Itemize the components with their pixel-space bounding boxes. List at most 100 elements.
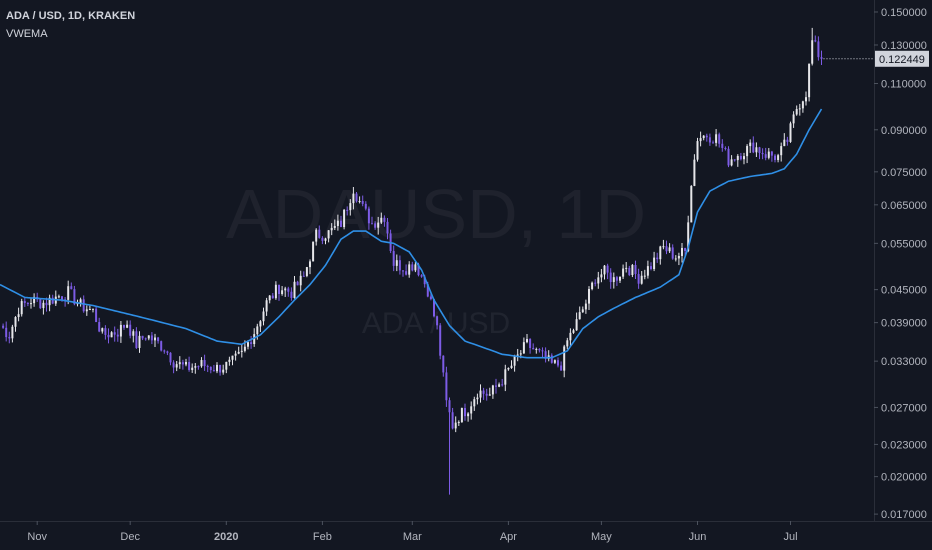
candle-body xyxy=(271,295,274,299)
candle xyxy=(355,192,358,203)
candle xyxy=(544,347,547,363)
candle-body xyxy=(119,324,122,337)
candle xyxy=(491,384,494,399)
candle-body xyxy=(318,229,321,238)
candle xyxy=(234,350,237,361)
candle-body xyxy=(417,264,420,276)
candle-body xyxy=(405,271,408,275)
candle-body xyxy=(281,290,284,295)
candle xyxy=(609,268,612,289)
candle xyxy=(296,280,299,286)
candle xyxy=(92,308,94,313)
candle xyxy=(721,139,724,152)
candle-body xyxy=(668,247,671,252)
candle-body xyxy=(5,327,8,338)
time-tick-label: Feb xyxy=(313,531,332,543)
candle xyxy=(327,230,330,243)
candle xyxy=(591,281,594,291)
candle xyxy=(795,105,798,116)
candle-body xyxy=(172,362,175,368)
candle-body xyxy=(557,360,559,366)
candle xyxy=(250,336,253,349)
candle-body xyxy=(95,308,98,323)
candle-body xyxy=(33,296,36,304)
candle-body xyxy=(67,286,70,300)
candle-body xyxy=(355,193,358,202)
candle xyxy=(222,364,225,375)
candle-body xyxy=(808,63,811,98)
candle-body xyxy=(160,341,163,351)
candle-body xyxy=(560,365,563,371)
candle-body xyxy=(361,201,364,204)
candle-body xyxy=(278,284,280,295)
candle xyxy=(522,337,525,354)
candle xyxy=(240,344,243,358)
candle-body xyxy=(253,334,256,345)
candle xyxy=(67,280,70,305)
candle xyxy=(42,300,45,315)
candle xyxy=(299,270,302,292)
candle-body xyxy=(479,390,482,398)
candle-body xyxy=(147,335,150,339)
candle xyxy=(54,290,57,306)
candle xyxy=(550,353,553,364)
candle xyxy=(622,264,625,280)
candle xyxy=(730,155,733,167)
candle-body xyxy=(358,201,361,203)
candle xyxy=(123,324,125,330)
candle xyxy=(665,240,668,255)
candle-body xyxy=(792,114,795,124)
candle xyxy=(166,350,169,356)
candle xyxy=(786,136,789,146)
candle xyxy=(767,148,770,160)
candle-body xyxy=(42,302,45,309)
candle-body xyxy=(126,324,129,328)
candle xyxy=(268,294,271,304)
time-axis[interactable]: Nov Dec 2020 Feb Mar Apr May Jun Jul xyxy=(27,521,798,543)
price-tick-label: 0.075000 xyxy=(881,167,927,179)
candle xyxy=(526,334,528,344)
candle xyxy=(488,387,491,396)
candle-body xyxy=(45,302,48,306)
candle-body xyxy=(436,316,439,326)
candle-body xyxy=(566,340,569,347)
candle-body xyxy=(284,288,287,291)
candle xyxy=(801,100,804,113)
price-axis[interactable]: 0.150000 0.130000 0.110000 0.090000 0.075000… xyxy=(874,7,927,521)
price-tick-label: 0.065000 xyxy=(881,200,927,212)
candle xyxy=(188,356,191,372)
candle xyxy=(615,275,618,286)
candle-body xyxy=(163,350,166,352)
candle xyxy=(603,264,606,280)
candle-body xyxy=(739,155,742,160)
candle xyxy=(374,221,377,230)
candle-body xyxy=(544,351,547,359)
candle xyxy=(628,265,631,277)
candle-body xyxy=(330,227,333,231)
candle xyxy=(739,152,742,161)
candle xyxy=(656,252,659,263)
candle xyxy=(805,91,807,106)
candle-body xyxy=(553,360,556,363)
symbol-title[interactable]: ADA / USD, 1D, KRAKEN xyxy=(6,10,136,22)
candle xyxy=(132,329,135,343)
candle xyxy=(321,236,324,245)
price-tick-label: 0.017000 xyxy=(881,509,927,521)
candle xyxy=(371,216,373,225)
candle xyxy=(141,335,144,341)
candle xyxy=(219,364,222,376)
indicator-label[interactable]: VWEMA xyxy=(6,28,48,40)
candle-body xyxy=(439,325,442,356)
candle xyxy=(163,349,166,354)
price-tick-label: 0.055000 xyxy=(881,238,927,250)
candle-body xyxy=(736,155,739,161)
candle-body xyxy=(569,332,572,341)
candle-body xyxy=(333,225,336,228)
candle xyxy=(448,397,451,495)
candle xyxy=(783,133,786,147)
candle-body xyxy=(699,138,702,142)
candle-body xyxy=(733,159,736,161)
candle xyxy=(175,360,178,372)
